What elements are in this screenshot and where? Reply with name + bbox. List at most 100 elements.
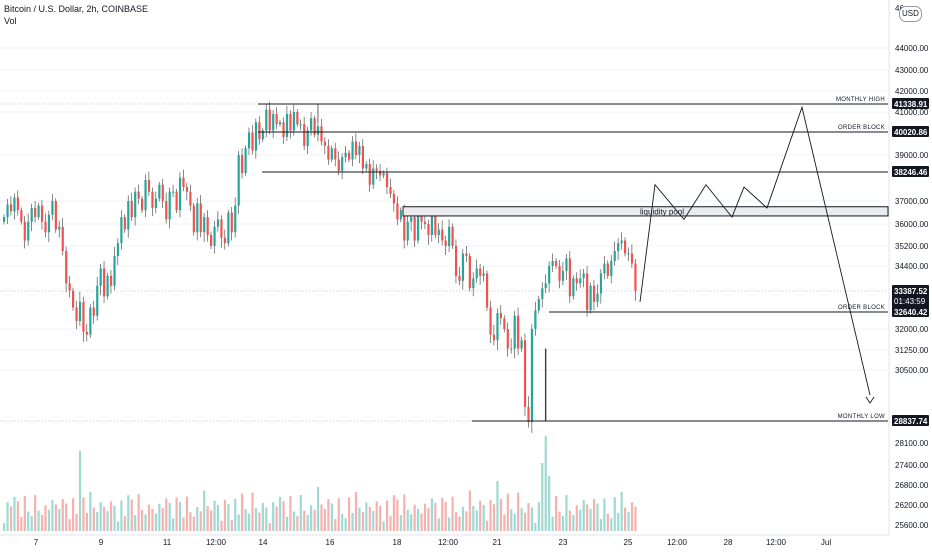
volume-bar xyxy=(154,513,157,531)
volume-bar xyxy=(465,511,468,531)
volume-bar xyxy=(306,515,309,531)
candle xyxy=(385,173,389,188)
time-axis-label: 18 xyxy=(393,538,402,547)
volume-bar xyxy=(444,501,447,531)
volume-bar xyxy=(420,513,423,531)
volume-bar xyxy=(82,497,85,531)
volume-bar xyxy=(558,511,561,531)
currency-button[interactable]: USD xyxy=(899,6,922,22)
candle xyxy=(320,126,323,142)
volume-bar xyxy=(144,514,147,531)
candle xyxy=(606,263,609,276)
symbol-title[interactable]: Bitcoin / U.S. Dollar, 2h, COINBASE xyxy=(4,4,149,14)
volume-bar xyxy=(120,500,123,531)
time-axis-label: Jul xyxy=(821,538,831,547)
candle xyxy=(227,212,230,244)
volume-bar xyxy=(620,492,623,531)
volume-bar xyxy=(75,513,78,531)
price-scale-label: 25600.00 xyxy=(895,521,929,530)
candle xyxy=(579,278,582,284)
volume-bar xyxy=(461,506,465,531)
candle xyxy=(137,191,140,199)
candle xyxy=(396,203,399,220)
candle xyxy=(468,256,471,289)
volume-bar xyxy=(203,490,206,531)
volume-bar xyxy=(517,492,520,531)
candle xyxy=(141,198,144,211)
volume-bar xyxy=(434,502,437,531)
volume-bar xyxy=(123,516,126,531)
candle xyxy=(337,159,340,171)
time-axis-label: 21 xyxy=(493,538,502,547)
time-axis-label: 12:00 xyxy=(667,538,688,547)
price-scale-label: 27400.00 xyxy=(895,461,929,470)
volume-bar xyxy=(178,501,182,531)
volume-bar xyxy=(58,508,61,531)
candle xyxy=(99,268,102,286)
volume-bar xyxy=(458,516,461,531)
time-axis-label: 7 xyxy=(34,538,39,547)
candle xyxy=(203,217,206,233)
candle xyxy=(223,237,226,244)
volume-indicator-label[interactable]: Vol xyxy=(4,16,17,26)
volume-bar xyxy=(6,502,9,531)
candle xyxy=(130,201,133,218)
volume-bar xyxy=(109,501,113,531)
volume-bar xyxy=(565,495,568,531)
volume-bar xyxy=(492,504,496,531)
candle xyxy=(68,283,71,291)
candle xyxy=(120,217,123,244)
price-scale-label: 44000.00 xyxy=(895,44,929,53)
volume-bar xyxy=(406,509,409,531)
candle xyxy=(620,240,623,244)
volume-bar xyxy=(486,520,489,531)
candle xyxy=(565,258,568,271)
volume-bar xyxy=(65,503,68,531)
candle xyxy=(541,288,544,300)
volume-bar xyxy=(627,512,630,531)
volume-bar xyxy=(358,507,361,531)
volume-bar xyxy=(630,502,634,531)
candle xyxy=(610,261,613,276)
candle xyxy=(454,246,458,276)
candle xyxy=(165,201,168,220)
volume-bar xyxy=(575,505,578,531)
volume-bar xyxy=(361,512,364,531)
candle xyxy=(389,187,392,195)
volume-bar xyxy=(68,519,71,531)
candle xyxy=(427,224,430,235)
candle xyxy=(624,240,627,254)
level-label: MONTHLY LOW xyxy=(838,414,885,420)
candle xyxy=(379,170,382,176)
volume-bar xyxy=(261,503,264,531)
candle xyxy=(568,258,571,297)
volume-bar xyxy=(510,509,513,531)
candle xyxy=(37,205,40,218)
candle xyxy=(458,275,461,281)
volume-bar xyxy=(537,502,540,531)
volume-bar xyxy=(99,502,102,531)
volume-bar xyxy=(413,504,416,531)
volume-bar xyxy=(596,503,599,531)
candle xyxy=(116,243,120,256)
candle xyxy=(199,203,202,233)
volume-bar xyxy=(227,504,230,531)
volume-bar xyxy=(341,513,344,531)
volume-bar xyxy=(130,499,133,531)
candle xyxy=(451,226,454,246)
candle xyxy=(316,126,320,135)
volume-bar xyxy=(527,503,530,531)
liquidity-pool-box[interactable] xyxy=(402,206,889,217)
volume-bar xyxy=(247,513,251,531)
projection-path[interactable] xyxy=(639,105,871,396)
candle xyxy=(475,268,478,279)
candle xyxy=(241,155,244,174)
volume-bar xyxy=(372,511,375,531)
volume-bar xyxy=(399,515,402,531)
volume-bar xyxy=(216,505,220,531)
volume-bar xyxy=(147,504,151,531)
volume-bar xyxy=(44,505,47,531)
candle xyxy=(20,210,23,222)
